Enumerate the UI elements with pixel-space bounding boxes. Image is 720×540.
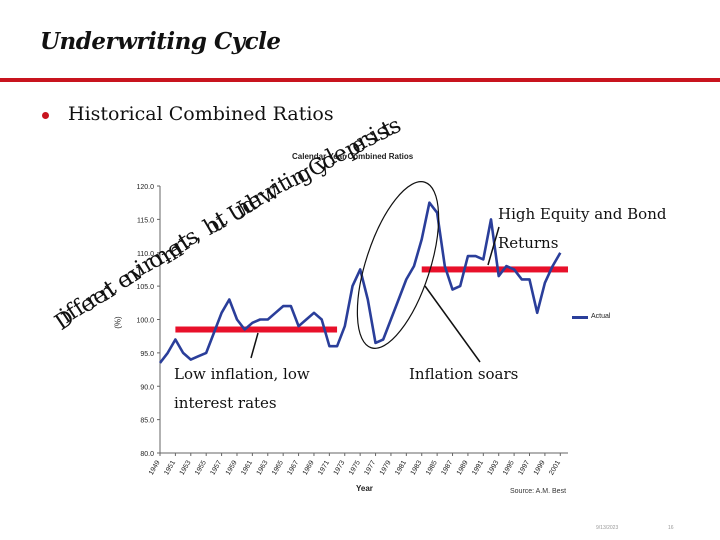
x-tick-label: 1999 <box>533 459 547 476</box>
x-tick-label: 1969 <box>302 459 316 476</box>
x-tick-label: 1953 <box>179 459 193 476</box>
x-tick-label: 1979 <box>379 459 393 476</box>
x-tick-label: 1949 <box>148 459 162 476</box>
chart-title: Calendar Year Combined Ratios <box>292 152 414 161</box>
y-tick-label: 100.0 <box>136 318 154 325</box>
slide-title: Underwriting Cycle <box>40 28 281 55</box>
x-tick-label: 1967 <box>286 459 300 476</box>
title-divider <box>0 78 720 82</box>
x-tick-label: 1987 <box>440 459 454 476</box>
x-tick-label: 1991 <box>471 459 485 476</box>
leader-line-inflation <box>424 285 481 363</box>
x-tick-label: 1973 <box>333 459 347 476</box>
x-tick-label: 1993 <box>487 459 501 476</box>
legend <box>568 308 626 326</box>
leader-line-high <box>487 226 500 266</box>
y-tick-label: 80.0 <box>140 451 154 458</box>
y-tick-label: 95.0 <box>140 351 154 358</box>
x-tick-label: 1997 <box>517 459 531 476</box>
y-tick-label: 120.0 <box>136 184 154 191</box>
legend-swatch <box>572 316 588 319</box>
y-tick-label: 115.0 <box>137 217 154 224</box>
x-tick-label: 1985 <box>425 459 439 476</box>
callout-high-returns: High Equity and Bond Returns <box>498 205 667 252</box>
y-tick-label: 90.0 <box>140 384 154 391</box>
x-tick-label: 1983 <box>410 459 424 476</box>
x-tick-label: 1961 <box>240 459 254 476</box>
y-tick-label: 105.0 <box>136 284 154 291</box>
series-line-actual <box>158 201 562 364</box>
x-tick-label: 1971 <box>317 459 331 476</box>
highlight-bars <box>175 266 568 333</box>
callout-low-inflation: Low inflation, low interest rates <box>174 365 310 412</box>
x-tick-label: 1981 <box>394 459 408 476</box>
callout-inflation-soars: Inflation soars <box>409 365 519 383</box>
footer-date: 9/13/2023 <box>596 525 619 531</box>
series-lines <box>158 201 562 364</box>
leader-line-low <box>250 332 259 359</box>
bullet-text: Historical Combined Ratios <box>68 103 334 125</box>
y-tick-label: 85.0 <box>140 418 154 425</box>
annotation-overlay <box>250 181 500 363</box>
x-tick-label: 1963 <box>256 459 270 476</box>
y-axis-label: (%) <box>113 316 123 329</box>
y-tick-label: 110.0 <box>137 251 154 258</box>
highlight-bar-2 <box>421 266 568 273</box>
x-axis-label: Year <box>356 484 373 493</box>
x-tick-label: 1955 <box>194 459 208 476</box>
x-tick-labels: 1949 1951 1953 1955 1957 1959 1961 1963 1965 1967… <box>148 453 562 476</box>
x-tick-label: 1975 <box>348 459 362 476</box>
x-tick-label: 1989 <box>456 459 470 476</box>
source-note: Source: A.M. Best <box>510 488 567 495</box>
footer-page-number: 16 <box>668 525 674 531</box>
highlight-bar-1 <box>175 326 338 333</box>
y-tick-labels: 80.0 85.0 90.0 95.0 100.0 105.0 110.0 115.0 120.… <box>136 184 160 458</box>
highlight-ellipse <box>356 181 440 349</box>
x-tick-label: 2001 <box>548 459 562 476</box>
x-tick-label: 1995 <box>502 459 516 476</box>
x-tick-label: 1951 <box>163 459 177 476</box>
bullet-dot-icon <box>42 112 49 119</box>
x-tick-label: 1959 <box>225 459 239 476</box>
x-tick-label: 1965 <box>271 459 285 476</box>
x-tick-label: 1957 <box>209 459 223 476</box>
x-tick-label: 1977 <box>363 459 377 476</box>
legend-label: Actual <box>591 313 611 320</box>
